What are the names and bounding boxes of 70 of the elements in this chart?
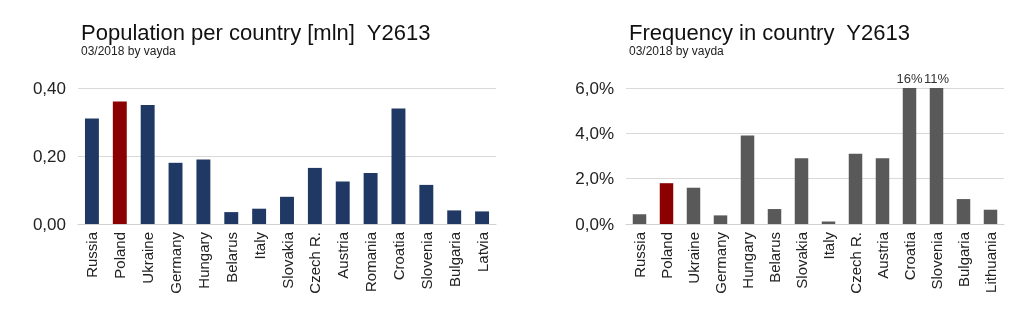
bar [740,135,755,224]
x-tick-label: Belarus [766,232,783,283]
x-tick-label: Slovakia [793,231,810,289]
chart-subtitle: 03/2018 by vayda [81,44,177,58]
x-tick-label: Poland [658,232,675,279]
bar [224,212,239,224]
y-tick-label: 2,0% [575,169,614,189]
x-tick-label: Latvia [473,231,491,273]
bar [168,162,183,224]
x-tick-label: Croatia [389,231,407,281]
y-tick-label: 0,20 [32,146,66,166]
bar [983,209,998,224]
bar [335,181,350,224]
x-tick-label: Hungary [194,231,212,289]
x-tick-label: Germany [712,231,729,294]
y-tick-label: 0,40 [32,78,66,98]
x-tick-label: Croatia [901,231,918,281]
x-tick-label: Russia [83,231,101,278]
bar [363,173,378,224]
bar [280,196,294,224]
x-tick-label: Hungary [739,231,756,289]
x-tick-label: Slovakia [278,231,296,289]
x-tick-label: Italy [250,231,268,260]
bar [112,101,127,224]
x-tick-label: Czech R. [306,232,324,294]
annotation: 16% [896,71,923,86]
x-tick-label: Austria [334,231,352,279]
x-tick-label: Romania [362,231,380,293]
x-tick-label: Italy [820,231,837,260]
chart-title: Frequency in country Y2613 [629,19,910,45]
bar [140,105,155,224]
annotation: 11% [923,71,950,86]
bar [196,159,211,224]
x-tick-label: Ukraine [685,232,702,284]
bar [307,167,322,224]
bar [475,211,490,224]
y-tick-label: 0,0% [575,214,614,234]
bar [686,187,701,224]
bar [902,88,917,224]
x-tick-label: Czech R. [847,232,864,294]
bar [252,208,267,224]
bar [875,158,890,224]
x-tick-label: Slovenia [928,231,945,290]
x-tick-label: Bulgaria [955,231,972,288]
x-tick-label: Russia [631,231,648,278]
bar [767,209,782,224]
bar [419,184,434,224]
x-tick-label: Germany [167,231,185,294]
x-tick-label: Bulgaria [445,231,463,288]
bar [84,118,99,224]
bar [848,153,863,224]
bar [929,88,944,224]
bar [632,214,647,224]
bar [713,215,728,224]
x-tick-label: Poland [111,232,129,279]
bar [447,210,462,224]
x-tick-label: Slovenia [417,231,435,290]
x-tick-label: Lithuania [982,231,999,293]
y-tick-label: 4,0% [575,123,614,143]
bar [956,199,971,224]
y-tick-label: 6,0% [575,78,614,98]
y-tick-label: 0,00 [32,214,66,234]
x-tick-label: Belarus [222,232,240,283]
x-tick-label: Ukraine [139,232,157,284]
chart-subtitle: 03/2018 by vayda [629,44,725,58]
chart-title: Population per country [mln] Y2613 [81,19,431,45]
x-tick-label: Austria [874,231,891,279]
bar [794,158,809,224]
bar [659,183,674,224]
bar [391,108,406,224]
